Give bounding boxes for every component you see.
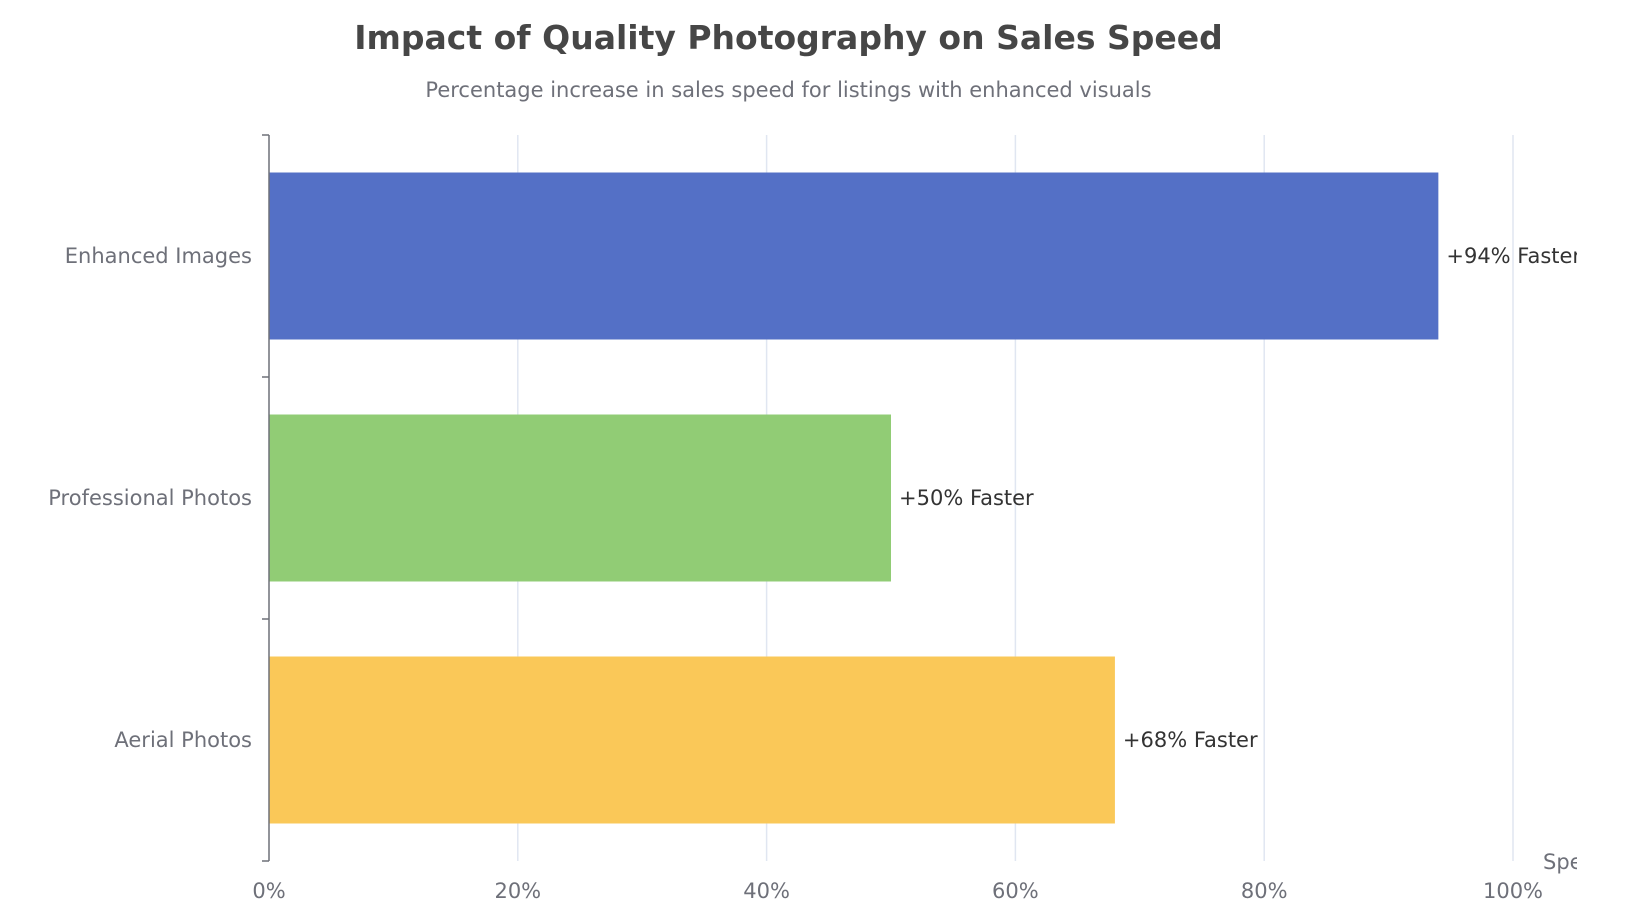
data-label: +94% Faster (1446, 244, 1577, 268)
x-axis-title: Spe (1543, 850, 1577, 874)
plot-area: 0% 20% 40% 60% 80% 100% +94% Faster Enhanced Im… (48, 134, 1577, 903)
category-label: Aerial Photos (114, 728, 252, 752)
data-label: +68% Faster (1123, 728, 1258, 752)
bar (269, 656, 1115, 824)
x-tick-label: 100% (1483, 879, 1543, 903)
chart-subtitle: Percentage increase in sales speed for l… (425, 78, 1152, 102)
x-tick-label: 60% (992, 879, 1039, 903)
x-tick-label: 20% (494, 879, 541, 903)
bar (269, 414, 891, 582)
bar-chart: 0% 20% 40% 60% 80% 100% +94% Faster Enhanced Im… (48, 134, 1577, 903)
data-label: +50% Faster (899, 486, 1034, 510)
x-tick-label: 40% (743, 879, 790, 903)
bar (269, 172, 1439, 340)
x-tick-label: 0% (252, 879, 285, 903)
category-label: Professional Photos (48, 486, 252, 510)
category-label: Enhanced Images (65, 244, 252, 268)
x-tick-label: 80% (1241, 879, 1288, 903)
chart-title: Impact of Quality Photography on Sales S… (354, 18, 1223, 57)
